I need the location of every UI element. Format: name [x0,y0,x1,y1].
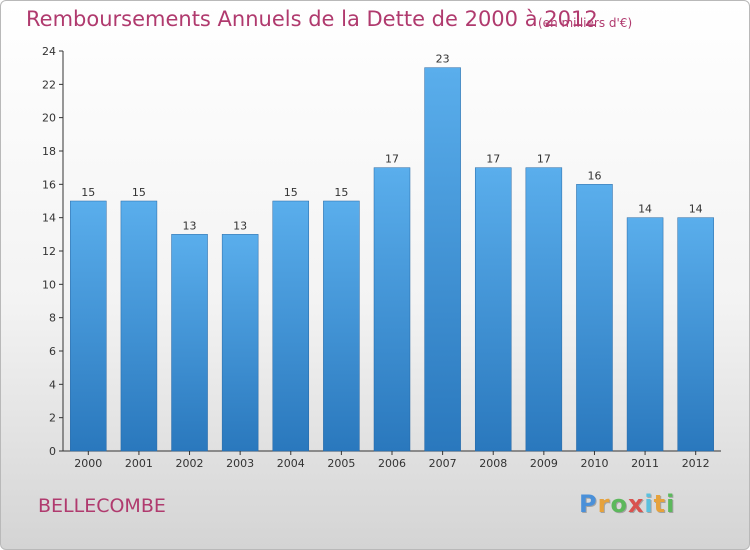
data-label: 16 [587,169,601,182]
bar [70,200,107,452]
chart-title: Remboursements Annuels de la Dette de 20… [26,7,598,31]
logo-letter: i [644,490,654,518]
x-tick-label: 2008 [479,457,507,470]
data-label: 23 [436,53,450,66]
data-label: 17 [486,153,500,166]
data-label: 15 [81,186,95,199]
bar [221,234,259,452]
data-label: 14 [689,203,703,216]
commune-name: BELLECOMBE [38,495,166,517]
bar [474,167,512,452]
bar [272,200,310,452]
bar [525,167,563,452]
proxiti-logo: Proxiti [579,490,675,518]
data-label: 13 [183,219,197,232]
y-tick-label: 6 [49,345,56,358]
bar [424,67,461,452]
x-tick-label: 2004 [277,457,305,470]
x-tick-label: 2011 [631,457,659,470]
logo-letter: r [597,490,611,518]
logo-letter: x [627,490,645,518]
x-tick-label: 2007 [429,457,457,470]
data-label: 15 [132,186,146,199]
bar [323,200,360,452]
y-tick-label: 4 [49,378,56,391]
bar [576,184,613,452]
y-tick-label: 0 [49,445,56,458]
y-tick-label: 20 [42,112,56,125]
bar [626,217,664,452]
x-tick-label: 2002 [176,457,204,470]
data-label: 13 [233,219,247,232]
x-tick-label: 2012 [682,457,710,470]
x-tick-label: 2009 [530,457,558,470]
data-label: 14 [638,203,652,216]
y-tick-label: 24 [42,45,56,58]
y-tick-label: 22 [42,78,56,91]
logo-letter: P [579,490,598,518]
x-tick-label: 2003 [226,457,254,470]
y-tick-label: 8 [49,312,56,325]
x-tick-label: 2001 [125,457,153,470]
bar [171,234,208,452]
bar [677,217,714,452]
y-tick-label: 16 [42,178,56,191]
data-label: 17 [537,153,551,166]
y-tick-label: 18 [42,145,56,158]
chart-subtitle: (en milliers d'€) [538,16,633,30]
y-tick-label: 2 [49,412,56,425]
logo-letter: i [666,490,676,518]
logo-letter: o [610,490,628,518]
data-label: 15 [284,186,298,199]
x-tick-label: 2000 [74,457,102,470]
bar [373,167,411,452]
y-tick-label: 12 [42,245,56,258]
data-label: 17 [385,153,399,166]
bar [120,200,158,452]
y-tick-label: 14 [42,212,56,225]
data-label: 15 [334,186,348,199]
x-tick-label: 2006 [378,457,406,470]
x-tick-label: 2010 [580,457,608,470]
y-tick-label: 10 [42,278,56,291]
logo-letter: t [653,490,667,518]
x-tick-label: 2005 [327,457,355,470]
